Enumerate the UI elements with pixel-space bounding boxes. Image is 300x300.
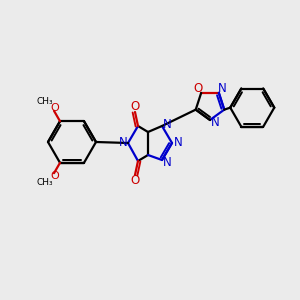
- Text: N: N: [163, 155, 171, 169]
- Text: N: N: [218, 82, 226, 95]
- Text: N: N: [118, 136, 127, 149]
- Text: O: O: [51, 171, 59, 181]
- Text: CH₃: CH₃: [37, 178, 53, 187]
- Text: O: O: [130, 173, 140, 187]
- Text: N: N: [211, 116, 219, 128]
- Text: O: O: [51, 103, 59, 113]
- Text: O: O: [194, 82, 203, 95]
- Text: CH₃: CH₃: [37, 97, 53, 106]
- Text: O: O: [130, 100, 140, 113]
- Text: N: N: [163, 118, 171, 130]
- Text: N: N: [174, 136, 182, 149]
